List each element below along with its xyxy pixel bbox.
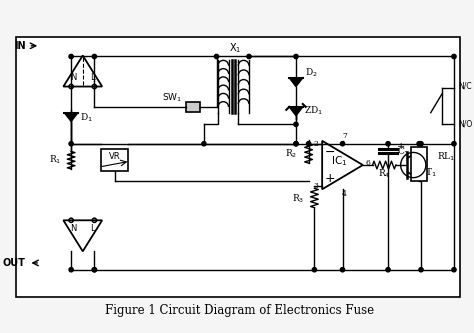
Circle shape bbox=[294, 142, 298, 146]
Circle shape bbox=[92, 268, 97, 272]
Text: T$_1$: T$_1$ bbox=[425, 166, 437, 179]
Text: OUT: OUT bbox=[3, 258, 26, 268]
Text: 6: 6 bbox=[366, 159, 371, 167]
Text: N/C: N/C bbox=[458, 81, 472, 90]
Circle shape bbox=[340, 268, 345, 272]
Text: R$_1$: R$_1$ bbox=[49, 154, 62, 166]
Circle shape bbox=[452, 142, 456, 146]
Polygon shape bbox=[289, 78, 303, 87]
Circle shape bbox=[294, 122, 298, 127]
Circle shape bbox=[417, 142, 421, 146]
Circle shape bbox=[69, 142, 73, 146]
Text: D$_1$: D$_1$ bbox=[80, 111, 93, 124]
Circle shape bbox=[247, 54, 251, 59]
Polygon shape bbox=[64, 113, 78, 122]
Text: VR: VR bbox=[109, 152, 120, 161]
Circle shape bbox=[452, 54, 456, 59]
Text: $-$: $-$ bbox=[324, 145, 336, 158]
Text: R$_4$: R$_4$ bbox=[378, 167, 391, 180]
Text: N/O: N/O bbox=[458, 120, 472, 129]
Text: 3: 3 bbox=[313, 182, 318, 190]
Circle shape bbox=[340, 142, 345, 146]
Text: R$_3$: R$_3$ bbox=[292, 193, 305, 205]
Text: D$_2$: D$_2$ bbox=[305, 67, 318, 79]
Circle shape bbox=[386, 268, 390, 272]
FancyBboxPatch shape bbox=[16, 37, 460, 297]
Text: L: L bbox=[90, 73, 95, 82]
Text: $+$: $+$ bbox=[324, 172, 336, 185]
Text: 2: 2 bbox=[313, 140, 318, 148]
Circle shape bbox=[294, 54, 298, 59]
Text: N: N bbox=[70, 73, 76, 82]
Circle shape bbox=[419, 142, 423, 146]
Circle shape bbox=[419, 268, 423, 272]
Circle shape bbox=[452, 268, 456, 272]
Circle shape bbox=[202, 142, 206, 146]
FancyBboxPatch shape bbox=[411, 147, 427, 180]
Text: L: L bbox=[90, 223, 95, 232]
Circle shape bbox=[92, 54, 97, 59]
Circle shape bbox=[92, 268, 97, 272]
Text: SW$_1$: SW$_1$ bbox=[163, 92, 182, 105]
Circle shape bbox=[214, 54, 219, 59]
Text: IN: IN bbox=[14, 41, 26, 51]
Text: IC$_1$: IC$_1$ bbox=[331, 154, 348, 168]
Circle shape bbox=[386, 142, 390, 146]
Circle shape bbox=[307, 142, 311, 146]
Text: 4: 4 bbox=[342, 190, 347, 198]
Text: ZD$_1$: ZD$_1$ bbox=[304, 105, 323, 117]
FancyBboxPatch shape bbox=[186, 102, 200, 112]
Text: R$_2$: R$_2$ bbox=[285, 147, 297, 160]
Text: 7: 7 bbox=[342, 132, 347, 140]
FancyBboxPatch shape bbox=[101, 149, 128, 171]
Text: N: N bbox=[70, 223, 76, 232]
Text: X$_1$: X$_1$ bbox=[229, 41, 241, 55]
Text: +: + bbox=[397, 142, 405, 151]
Text: RL$_1$: RL$_1$ bbox=[437, 150, 455, 163]
Circle shape bbox=[294, 142, 298, 146]
Circle shape bbox=[69, 54, 73, 59]
Text: Figure 1 Circuit Diagram of Electronics Fuse: Figure 1 Circuit Diagram of Electronics … bbox=[105, 304, 374, 317]
Text: C$_1$: C$_1$ bbox=[397, 145, 410, 158]
Circle shape bbox=[69, 268, 73, 272]
Polygon shape bbox=[289, 107, 303, 116]
Circle shape bbox=[312, 268, 317, 272]
